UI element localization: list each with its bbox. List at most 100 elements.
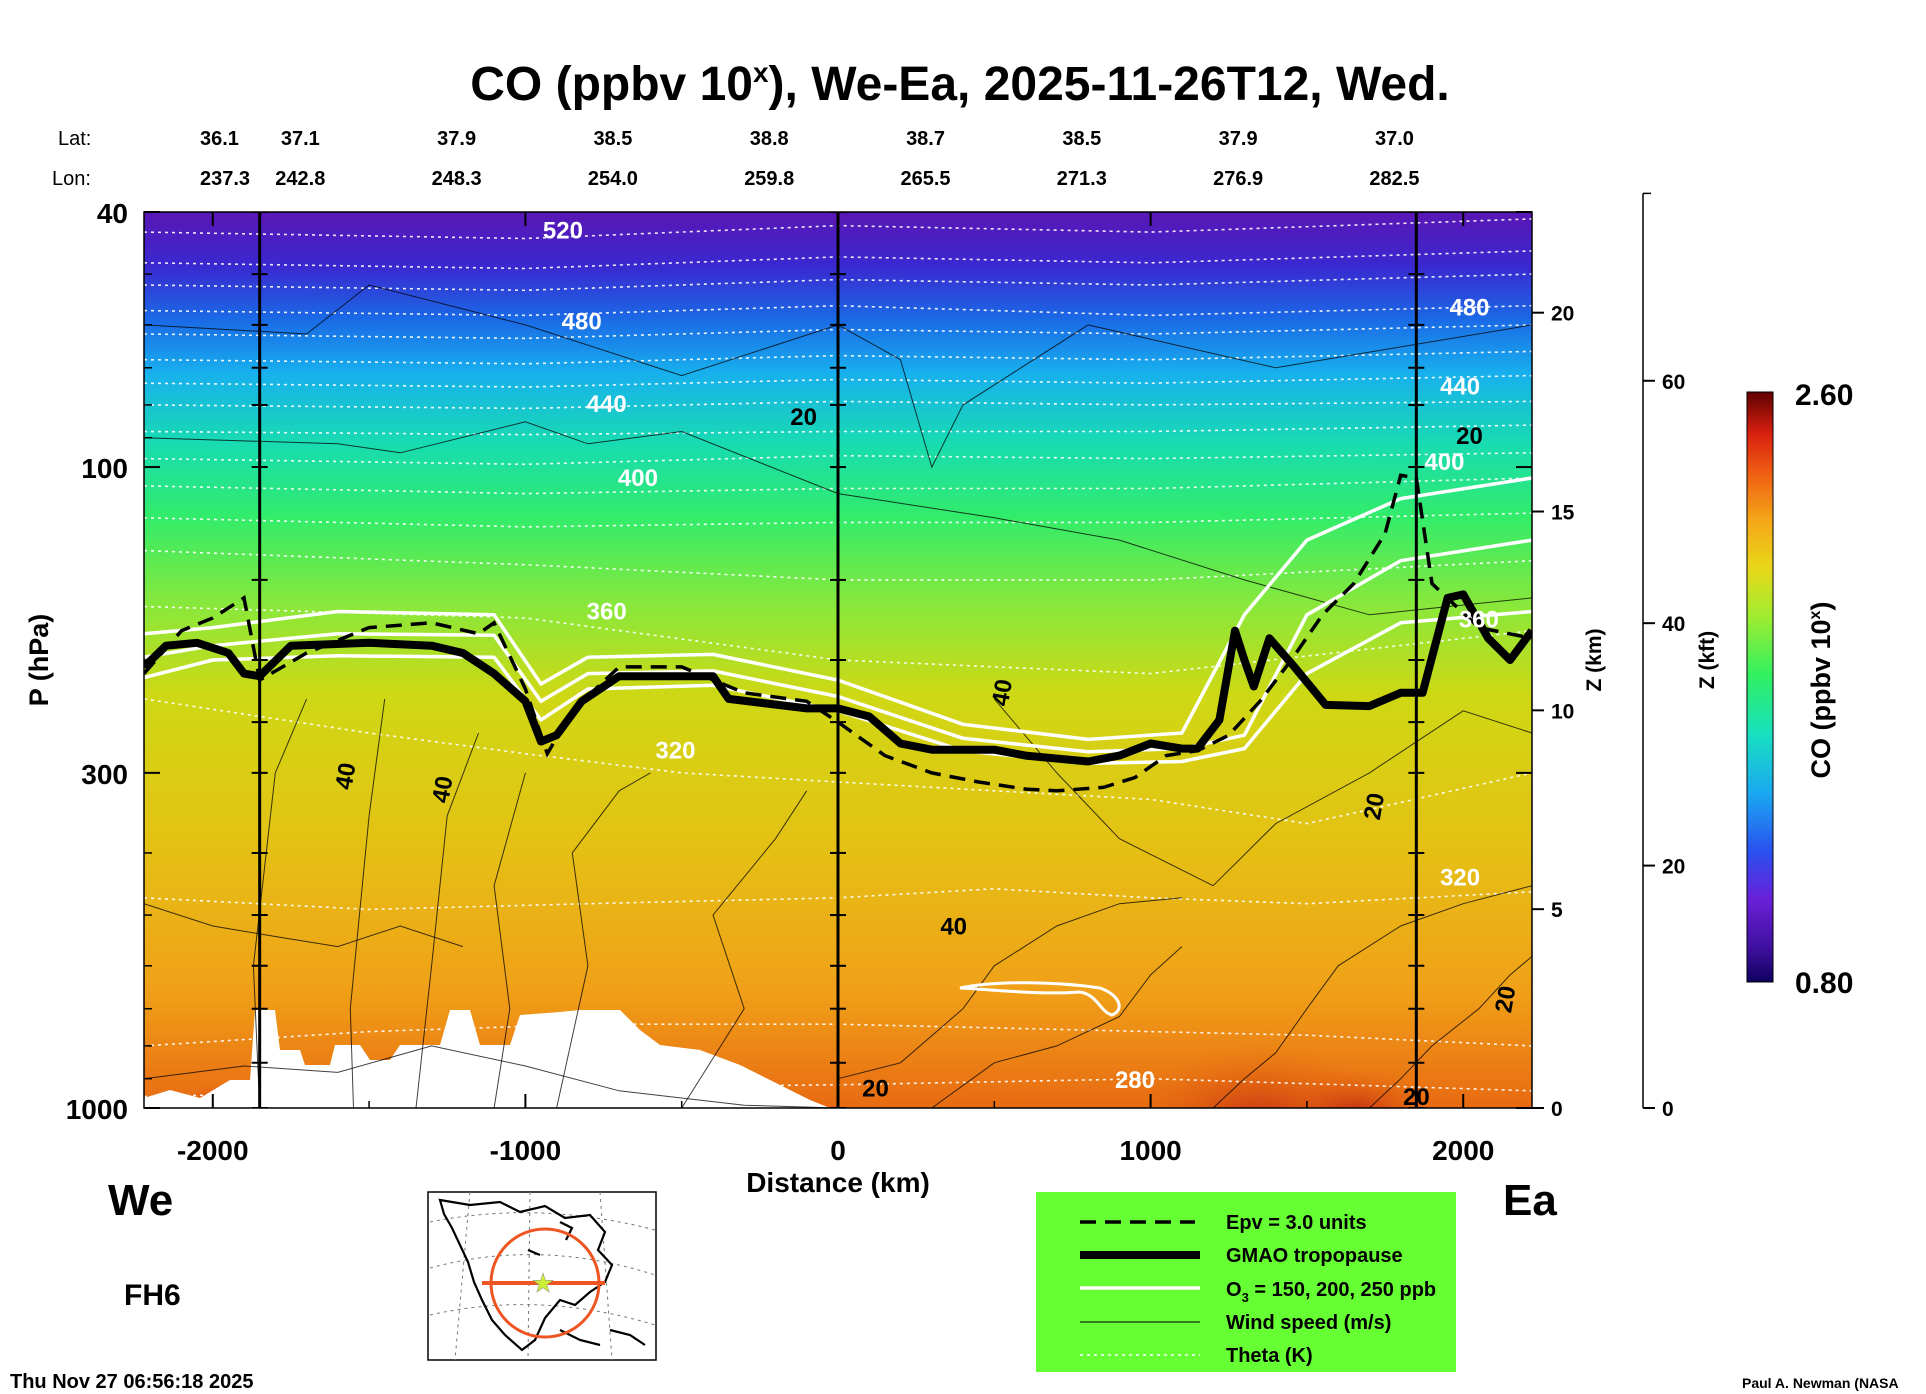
z-kft-label: Z (kft) xyxy=(1696,631,1719,689)
lat-value: 38.5 xyxy=(1062,128,1101,150)
z-km-tick-label: 20 xyxy=(1551,303,1574,326)
lat-label: Lat: xyxy=(58,128,91,150)
inset-coastline xyxy=(438,1198,646,1352)
y-axis-label: P (hPa) xyxy=(24,614,54,707)
x-tick-label: 2000 xyxy=(1432,1135,1494,1166)
inset-star-icon: ★ xyxy=(531,1268,554,1298)
legend: Epv = 3.0 units GMAO tropopause O3 = 150… xyxy=(1036,1192,1456,1372)
z-kft-tick-label: 60 xyxy=(1662,371,1685,394)
theta-labels: 520 480 440 400 360 320 280 520 480 440 400 360 320 xyxy=(543,191,1499,1094)
wind-contour xyxy=(252,698,308,1108)
x-tick-label: 0 xyxy=(830,1135,846,1166)
z-kft-tick-label: 0 xyxy=(1662,1098,1674,1121)
lat-value: 36.1 xyxy=(200,128,239,150)
x-tick-label: 1000 xyxy=(1119,1135,1181,1166)
co-hotspot-east-2 xyxy=(1285,1050,1425,1108)
theta-contour xyxy=(144,1023,1532,1047)
tropopause-line xyxy=(144,590,1532,766)
lon-value: 265.5 xyxy=(901,168,951,190)
z-kft-tick-label: 40 xyxy=(1662,613,1685,636)
wind-speed-contours xyxy=(144,284,1532,1108)
x-axis-label: Distance (km) xyxy=(746,1167,930,1198)
wind-label: 20 xyxy=(1456,423,1483,450)
legend-epv-text: Epv = 3.0 units xyxy=(1226,1212,1367,1234)
epv-line xyxy=(144,473,1532,793)
colorbar xyxy=(1746,391,1774,983)
wind-contour xyxy=(556,772,651,1108)
chart-title: CO (ppbv 10x), We-Ea, 2025-11-26T12, Wed… xyxy=(470,57,1450,111)
wind-contour xyxy=(993,698,1532,887)
wind-contour xyxy=(144,284,1532,469)
wind-contour xyxy=(681,790,808,1108)
lon-label: Lon: xyxy=(52,168,91,190)
x-tick-label: -1000 xyxy=(490,1135,562,1166)
theta-contour xyxy=(144,698,1532,825)
theta-label: 520 xyxy=(543,218,583,245)
z-km-tick-label: 15 xyxy=(1551,502,1575,525)
theta-label: 440 xyxy=(1440,373,1480,400)
wind-label: 20 xyxy=(1490,984,1521,1015)
plot-area: 520480440400360320280520480440400360320 … xyxy=(144,191,1532,1108)
y-tick-label: 300 xyxy=(81,759,128,790)
z-km-tick-label: 10 xyxy=(1551,700,1574,723)
theta-label: 440 xyxy=(587,391,627,418)
theta-label: 320 xyxy=(655,738,695,765)
legend-theta-text: Theta (K) xyxy=(1226,1345,1313,1367)
theta-label: 520 xyxy=(1390,191,1430,218)
lat-value: 37.0 xyxy=(1375,128,1414,150)
lon-value: 276.9 xyxy=(1213,168,1263,190)
station-coordinates: 36.1 237.3 37.1 242.8 37.9 248.3 38.5 254.0 38.8… xyxy=(200,128,1419,190)
credit: Paul A. Newman (NASA xyxy=(1742,1375,1899,1391)
y-tick-label: 40 xyxy=(97,198,128,229)
timestamp: Thu Nov 27 06:56:18 2025 xyxy=(10,1371,253,1393)
theta-label: 480 xyxy=(562,308,602,335)
wind-label: 40 xyxy=(427,774,458,805)
lat-value: 37.9 xyxy=(437,128,476,150)
wind-contour xyxy=(144,421,1532,616)
lat-value: 38.8 xyxy=(750,128,789,150)
lon-value: 237.3 xyxy=(200,168,250,190)
z-kft-tick-label: 20 xyxy=(1662,856,1685,879)
wind-contour xyxy=(144,903,464,948)
y-axis: 40 100 300 1000 xyxy=(66,198,1532,1125)
z-kft-axis: 0 20 40 60 xyxy=(1642,192,1685,1121)
wind-label: 20 xyxy=(862,1076,889,1103)
wind-contour xyxy=(349,698,386,1108)
wind-contour xyxy=(415,732,479,1108)
wind-label: 20 xyxy=(1359,791,1390,822)
theta-label: 360 xyxy=(587,599,627,626)
wind-label: 20 xyxy=(790,404,817,431)
lat-value: 38.5 xyxy=(593,128,632,150)
y-tick-label: 1000 xyxy=(66,1094,128,1125)
theta-contour xyxy=(144,887,1532,911)
lon-value: 248.3 xyxy=(432,168,482,190)
terrain-mask xyxy=(144,1010,830,1108)
theta-label: 480 xyxy=(1449,294,1489,321)
lon-value: 282.5 xyxy=(1369,168,1419,190)
lat-value: 37.1 xyxy=(281,128,320,150)
theta-label: 400 xyxy=(618,465,658,492)
z-km-axis: 0 5 10 15 20 xyxy=(1532,303,1575,1121)
theta-label: 320 xyxy=(1440,865,1480,892)
x-axis: -2000 -1000 0 1000 2000 xyxy=(177,212,1494,1166)
wind-contour xyxy=(931,946,1183,1108)
lon-value: 271.3 xyxy=(1057,168,1107,190)
colorbar-label: CO (ppbv 10x) xyxy=(1806,602,1836,779)
wind-label: 40 xyxy=(987,677,1018,708)
legend-tropopause-text: GMAO tropopause xyxy=(1226,1245,1403,1267)
wind-label: 40 xyxy=(940,913,967,940)
inset-map: ★ xyxy=(427,1191,657,1361)
z-km-label: Z (km) xyxy=(1583,629,1606,692)
east-label: Ea xyxy=(1503,1176,1557,1225)
lon-value: 242.8 xyxy=(275,168,325,190)
wind-contour xyxy=(1369,956,1532,1108)
z-km-tick-label: 0 xyxy=(1551,1098,1563,1121)
z-km-tick-label: 5 xyxy=(1551,899,1563,922)
colorbar-max: 2.60 xyxy=(1795,379,1853,412)
y-tick-label: 100 xyxy=(81,453,128,484)
theta-label: 280 xyxy=(1115,1067,1155,1094)
wind-contour xyxy=(1212,885,1532,1108)
colorbar-min: 0.80 xyxy=(1795,967,1853,1000)
lat-value: 37.9 xyxy=(1219,128,1258,150)
